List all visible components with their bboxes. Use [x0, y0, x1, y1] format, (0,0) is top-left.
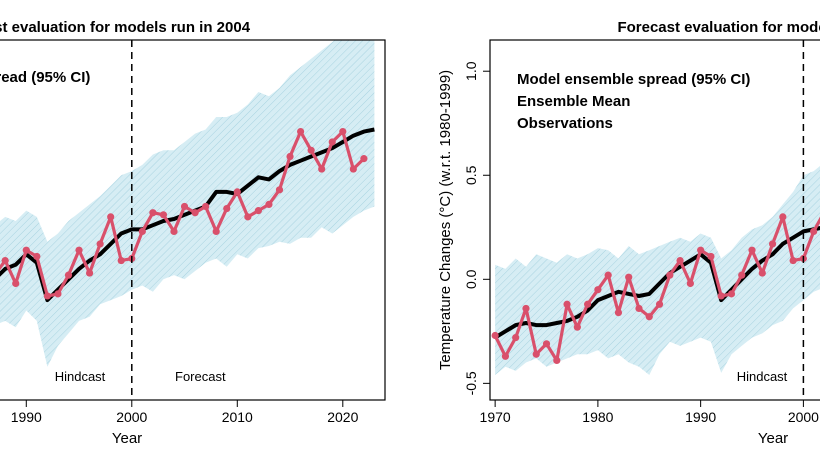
x-tick-label: 1990 — [11, 409, 42, 425]
observation-point — [707, 252, 715, 261]
observation-point — [645, 313, 653, 321]
observation-point — [54, 290, 62, 298]
y-tick-label: 1.0 — [463, 61, 479, 81]
spread-band — [0, 40, 375, 367]
observation-point — [254, 207, 262, 215]
x-tick-label: 2020 — [327, 409, 358, 425]
observation-point — [1, 256, 9, 265]
y-tick-label: 0.0 — [463, 269, 479, 289]
observation-point — [810, 227, 818, 236]
observation-point — [149, 209, 157, 217]
observation-point — [22, 246, 30, 254]
observation-point — [522, 304, 530, 313]
observation-point — [64, 271, 73, 279]
annotation: Forecast — [175, 369, 226, 384]
x-tick-label: 1980 — [582, 409, 613, 425]
x-tick-label: 2010 — [222, 409, 253, 425]
panel: Hindcast 1970 1980 1990 2000 -0.5 0.0 0.5 1.0 Yea… — [437, 19, 820, 447]
observation-point — [318, 165, 326, 173]
y-tick-label: -0.5 — [463, 371, 479, 395]
observation-point — [727, 290, 736, 298]
observation-point — [159, 211, 168, 219]
x-axis-title: Year — [112, 430, 142, 447]
plot-frame — [489, 39, 820, 401]
legend-entry: Ensemble Mean — [517, 93, 630, 110]
observation-point — [286, 152, 294, 161]
observation-point — [542, 340, 551, 348]
plot-frame — [0, 39, 386, 401]
observation-point — [501, 352, 510, 360]
observation-point — [758, 269, 766, 277]
observation-point — [789, 256, 797, 265]
legend-entry: Model ensemble spread (95% CI) — [517, 71, 750, 88]
observation-point — [779, 213, 787, 221]
observation-point — [75, 246, 83, 254]
observation-point — [360, 155, 368, 163]
chart-title: Forecast evaluation for models run in 20… — [617, 19, 820, 36]
observation-point — [573, 323, 581, 331]
observation-point — [339, 127, 347, 136]
observation-point — [96, 240, 104, 248]
observation-point — [275, 186, 284, 194]
legend-entry: Observations — [517, 115, 613, 132]
y-tick-label: 0.5 — [463, 165, 479, 185]
observation-point — [33, 252, 41, 261]
chart-title: Forecast evaluation for models run in 20… — [0, 19, 251, 36]
observation-point — [491, 331, 499, 340]
observation-point — [584, 300, 592, 308]
observation-point — [191, 209, 199, 217]
observation-point — [717, 292, 725, 300]
annotation: Hindcast — [55, 369, 106, 384]
x-tick-label: 2000 — [116, 409, 147, 425]
observation-point — [244, 213, 252, 221]
annotation: Hindcast — [737, 369, 788, 384]
observation-point — [553, 356, 561, 365]
observation-point — [686, 279, 694, 288]
observation-point — [212, 227, 220, 236]
observation-point — [655, 300, 664, 308]
observation-point — [768, 240, 777, 248]
observation-point — [180, 202, 189, 211]
observation-point — [512, 333, 520, 342]
observation-point — [107, 213, 115, 221]
observation-point — [12, 279, 20, 288]
observation-point — [170, 227, 178, 236]
observation-point — [265, 200, 273, 208]
observation-point — [307, 146, 315, 154]
observation-point — [138, 227, 146, 236]
observation-point — [738, 271, 746, 279]
observation-point — [666, 271, 674, 279]
x-tick-label: 1970 — [480, 409, 511, 425]
x-axis-title: Year — [758, 430, 788, 447]
y-axis-title: Temperature Changes (°C) (w.r.t. 1980-19… — [437, 70, 454, 370]
observation-point — [625, 273, 633, 281]
observation-point — [532, 350, 540, 358]
observation-point — [349, 165, 357, 173]
observation-point — [223, 204, 231, 213]
observation-point — [748, 246, 756, 254]
legend-entry: Model ensemble spread (95% CI) — [0, 69, 90, 86]
observation-point — [697, 246, 705, 254]
x-tick-label: 1990 — [685, 409, 716, 425]
panel: Hindcast Forecast 1990 2000 2010 2020 Year Fore… — [0, 19, 386, 447]
observation-point — [635, 304, 643, 313]
observation-point — [594, 286, 602, 294]
observation-point — [296, 127, 305, 136]
plot-area — [0, 40, 375, 367]
observation-point — [563, 300, 571, 308]
observation-point — [676, 256, 684, 265]
plot-area — [491, 165, 820, 375]
observation-point — [614, 309, 623, 317]
x-tick-label: 2000 — [788, 409, 819, 425]
observation-point — [85, 269, 94, 277]
observation-point — [202, 202, 210, 211]
observation-point — [43, 292, 51, 300]
observation-point — [233, 188, 241, 196]
observation-point — [328, 138, 336, 146]
observation-point — [604, 271, 612, 279]
observation-point — [117, 256, 125, 265]
